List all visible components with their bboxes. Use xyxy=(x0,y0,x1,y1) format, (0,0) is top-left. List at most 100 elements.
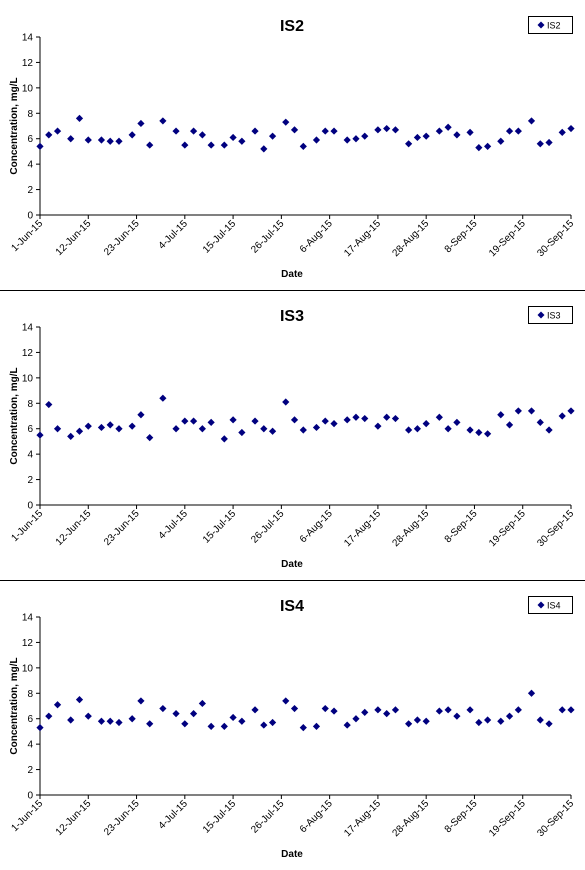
data-point xyxy=(106,137,114,145)
data-point xyxy=(391,706,400,714)
x-tick-label: 15-Jul-15 xyxy=(201,508,239,546)
data-point xyxy=(137,411,145,419)
x-tick-label: 6-Aug-15 xyxy=(298,218,335,255)
data-point xyxy=(290,126,299,134)
data-point xyxy=(330,420,338,428)
x-tick-label: 17-Aug-15 xyxy=(342,218,383,259)
data-point xyxy=(374,706,382,714)
data-point xyxy=(97,136,106,144)
x-tick-label: 1-Jun-15 xyxy=(9,508,45,544)
y-tick-label: 0 xyxy=(27,501,33,512)
data-point xyxy=(229,416,237,424)
x-tick-label: 8-Sep-15 xyxy=(443,798,480,835)
chart-title: IS4 xyxy=(280,598,304,615)
legend-box xyxy=(528,16,573,34)
data-point xyxy=(115,718,123,727)
data-point xyxy=(53,127,62,135)
y-tick-label: 6 xyxy=(27,424,33,435)
data-point xyxy=(567,124,575,133)
legend: IS4 xyxy=(528,596,573,614)
data-point xyxy=(299,426,307,434)
data-point xyxy=(260,145,268,153)
data-point xyxy=(321,417,329,425)
chart-panel-is3: IS3 Concentration, mg/L Date 0 2 4 6 8 10 12 14 1-J… xyxy=(0,290,585,580)
data-point xyxy=(97,717,106,725)
y-axis-label: Concentration, mg/L xyxy=(9,657,20,754)
data-point xyxy=(251,706,259,714)
data-point xyxy=(514,706,522,714)
data-point xyxy=(45,131,53,139)
data-point xyxy=(453,418,461,426)
data-point xyxy=(260,721,268,729)
x-tick-label: 15-Jul-15 xyxy=(201,798,239,836)
y-tick-label: 4 xyxy=(27,740,33,751)
data-point xyxy=(290,416,299,424)
data-point xyxy=(238,137,246,145)
data-point xyxy=(159,704,167,713)
data-point xyxy=(352,413,360,421)
data-point xyxy=(67,432,75,440)
x-tick-label: 4-Jul-15 xyxy=(157,508,191,542)
data-point xyxy=(67,716,75,724)
data-point xyxy=(260,425,268,433)
x-tick-label: 26-Jul-15 xyxy=(249,218,287,256)
y-tick-label: 2 xyxy=(27,765,33,776)
legend: IS2 xyxy=(528,16,573,34)
y-tick-label: 0 xyxy=(27,791,33,802)
x-tick-label: 6-Aug-15 xyxy=(298,798,335,835)
data-point xyxy=(75,114,84,122)
data-point xyxy=(181,720,189,728)
data-point xyxy=(466,706,474,714)
data-point xyxy=(374,126,382,134)
data-point xyxy=(484,142,492,150)
data-point xyxy=(558,128,566,136)
data-point xyxy=(527,689,536,697)
data-point xyxy=(207,418,215,426)
chart-title: IS3 xyxy=(280,308,304,325)
data-point xyxy=(137,697,145,705)
data-point xyxy=(413,133,422,142)
data-point xyxy=(268,718,277,727)
x-tick-label: 26-Jul-15 xyxy=(249,508,287,546)
data-point xyxy=(128,422,136,430)
data-point xyxy=(207,722,215,730)
x-axis-label: Date xyxy=(281,849,303,860)
data-point xyxy=(251,417,259,425)
data-point xyxy=(405,720,413,728)
x-tick-label: 17-Aug-15 xyxy=(342,798,383,839)
legend-marker xyxy=(537,21,545,29)
data-point xyxy=(453,131,461,139)
legend-marker xyxy=(537,601,545,609)
x-tick-label: 4-Jul-15 xyxy=(157,798,191,832)
x-tick-label: 30-Sep-15 xyxy=(535,798,576,839)
data-point xyxy=(299,724,307,732)
x-tick-label: 30-Sep-15 xyxy=(535,218,576,259)
data-point xyxy=(391,126,400,134)
x-tick-label: 19-Sep-15 xyxy=(487,508,528,549)
data-point xyxy=(466,426,474,434)
data-point xyxy=(466,128,474,136)
x-tick-label: 28-Aug-15 xyxy=(391,218,432,259)
x-tick-label: 15-Jul-15 xyxy=(201,218,239,256)
data-point xyxy=(189,417,198,425)
x-tick-label: 6-Aug-15 xyxy=(298,508,335,545)
data-point xyxy=(220,722,228,730)
x-tick-label: 1-Jun-15 xyxy=(9,218,45,254)
x-tick-label: 17-Aug-15 xyxy=(342,508,383,549)
data-point xyxy=(444,425,452,433)
data-point xyxy=(536,716,544,724)
y-tick-label: 6 xyxy=(27,134,33,145)
x-tick-label: 4-Jul-15 xyxy=(157,218,191,252)
data-point xyxy=(172,127,180,135)
data-point xyxy=(413,716,422,724)
y-tick-label: 12 xyxy=(22,348,34,359)
data-point xyxy=(198,425,206,433)
data-point xyxy=(545,720,553,728)
x-tick-label: 1-Jun-15 xyxy=(9,798,45,834)
data-point xyxy=(497,411,505,419)
data-point xyxy=(229,133,237,142)
y-tick-label: 10 xyxy=(22,83,34,94)
data-point xyxy=(159,394,167,402)
x-tick-label: 28-Aug-15 xyxy=(391,508,432,549)
data-point xyxy=(444,706,452,714)
